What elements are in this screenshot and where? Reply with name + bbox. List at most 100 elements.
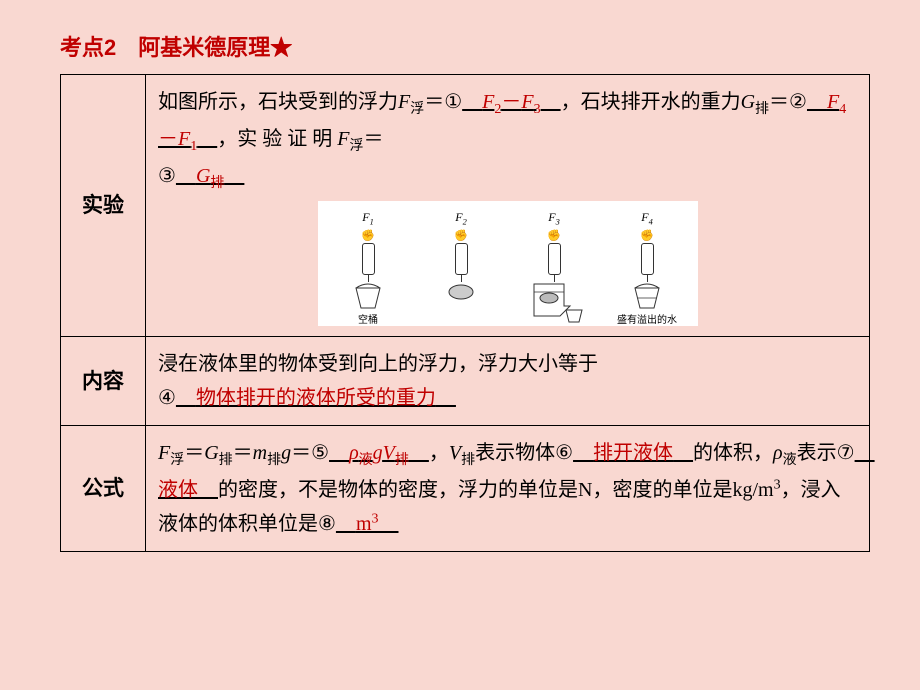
diagram-f4: F4 ✊ 盛有溢出的水 xyxy=(602,207,692,329)
f4-label: F4 xyxy=(641,207,653,230)
circ5: ⑤ xyxy=(311,442,329,464)
circ2: ② xyxy=(789,91,807,113)
sub: 浮 xyxy=(349,139,363,154)
blank8: m3 xyxy=(336,513,399,535)
hook xyxy=(368,275,369,282)
bucket-icon xyxy=(353,282,383,310)
sub: 3 xyxy=(534,102,541,117)
text: 浸在液体里的物体受到向上的浮力，浮力大小等于 xyxy=(158,353,598,375)
hand-icon: ✊ xyxy=(454,231,468,242)
pad xyxy=(379,513,399,535)
pad xyxy=(541,91,561,113)
pad xyxy=(855,442,875,464)
circ1: ① xyxy=(444,91,462,113)
table-row: 内容 浸在液体里的物体受到向上的浮力，浮力大小等于 ④ 物体排开的液体所受的重力 xyxy=(61,337,870,426)
spring-scale xyxy=(641,243,654,275)
sub: 液 xyxy=(359,453,373,468)
diagram-f2: F2 ✊ xyxy=(416,207,506,302)
pad xyxy=(409,442,429,464)
eq: ＝ xyxy=(363,128,383,150)
overflow-icon xyxy=(524,282,584,324)
pad xyxy=(462,91,482,113)
sub: 排 xyxy=(461,453,475,468)
pad xyxy=(336,513,356,535)
circ6: ⑥ xyxy=(555,442,573,464)
sup: 3 xyxy=(774,478,781,493)
hook xyxy=(554,275,555,282)
circ8: ⑧ xyxy=(318,513,336,535)
eq: ＝ xyxy=(184,442,204,464)
text: ， xyxy=(429,442,449,464)
ans3: G xyxy=(196,165,210,187)
ans2b: F xyxy=(178,128,190,150)
spring-scale xyxy=(455,243,468,275)
blank5: ρ液gV排 xyxy=(329,442,429,464)
var: g xyxy=(281,442,291,464)
blank3: G排 xyxy=(176,165,244,187)
section-title: 考点2 阿基米德原理★ xyxy=(60,30,870,62)
text: ，实 验 证 明 xyxy=(217,128,337,150)
g: g xyxy=(373,442,383,464)
minus: － xyxy=(158,128,178,150)
row3-content: F浮＝G排＝m排g＝⑤ ρ液gV排 ，V排表示物体⑥ 排开液体 的体积，ρ液表示… xyxy=(146,426,870,552)
row1-label: 实验 xyxy=(61,75,146,337)
row3-label: 公式 xyxy=(61,426,146,552)
blank4: 物体排开的液体所受的重力 xyxy=(176,387,456,409)
stone-icon xyxy=(447,282,475,302)
experiment-diagram: F1 ✊ 空桶 F2 ✊ xyxy=(318,201,698,326)
eq: ＝ xyxy=(233,442,253,464)
sub: 浮 xyxy=(170,453,184,468)
sub: 液 xyxy=(783,453,797,468)
ans1a: F xyxy=(482,91,494,113)
pad xyxy=(176,387,196,409)
f3-label: F3 xyxy=(548,207,560,230)
diagram-f3: F3 ✊ xyxy=(509,207,599,324)
content-table: 实验 如图所示，石块受到的浮力F浮＝① F2－F3 ，石块排开水的重力G排＝② … xyxy=(60,74,870,552)
hand-icon: ✊ xyxy=(361,231,375,242)
pad xyxy=(329,442,349,464)
circ7: ⑦ xyxy=(837,442,855,464)
caption4: 盛有溢出的水 xyxy=(617,312,677,329)
diagram-f1: F1 ✊ 空桶 xyxy=(323,207,413,329)
blank1: F2－F3 xyxy=(462,91,560,113)
pad xyxy=(198,479,218,501)
ans6: 排开液体 xyxy=(593,442,673,464)
row2-content: 浸在液体里的物体受到向上的浮力，浮力大小等于 ④ 物体排开的液体所受的重力 xyxy=(146,337,870,426)
sup: 3 xyxy=(372,512,379,527)
row1-content: 如图所示，石块受到的浮力F浮＝① F2－F3 ，石块排开水的重力G排＝② F4－… xyxy=(146,75,870,337)
var: G xyxy=(204,442,218,464)
f1-label: F1 xyxy=(362,207,374,230)
text: 表示 xyxy=(797,442,837,464)
ans4: 物体排开的液体所受的重力 xyxy=(196,387,436,409)
pad xyxy=(176,165,196,187)
hand-icon: ✊ xyxy=(547,231,561,242)
table-row: 实验 如图所示，石块受到的浮力F浮＝① F2－F3 ，石块排开水的重力G排＝② … xyxy=(61,75,870,337)
pad xyxy=(436,387,456,409)
sub: 排 xyxy=(755,102,769,117)
text: 表示物体 xyxy=(475,442,555,464)
var-G: G xyxy=(741,91,755,113)
hook xyxy=(461,275,462,282)
text: 如图所示，石块受到的浮力 xyxy=(158,91,398,113)
ans7: 液体 xyxy=(158,479,198,501)
pad xyxy=(673,442,693,464)
var: F xyxy=(158,442,170,464)
var-F: F xyxy=(398,91,410,113)
spring-scale xyxy=(362,243,375,275)
ans2a: F xyxy=(827,91,839,113)
var-F2: F xyxy=(337,128,349,150)
var: m xyxy=(253,442,267,464)
text: ，石块排开水的重力 xyxy=(561,91,741,113)
rho2: ρ xyxy=(773,442,783,464)
sub: 浮 xyxy=(410,102,424,117)
circ3: ③ xyxy=(158,165,176,187)
sub: 排 xyxy=(219,453,233,468)
circ4: ④ xyxy=(158,387,176,409)
blank6: 排开液体 xyxy=(573,442,693,464)
pad xyxy=(224,165,244,187)
sub: 排 xyxy=(395,453,409,468)
eq: ＝ xyxy=(291,442,311,464)
hook xyxy=(647,275,648,282)
bucket-water-icon xyxy=(632,282,662,310)
sub: 4 xyxy=(839,102,846,117)
